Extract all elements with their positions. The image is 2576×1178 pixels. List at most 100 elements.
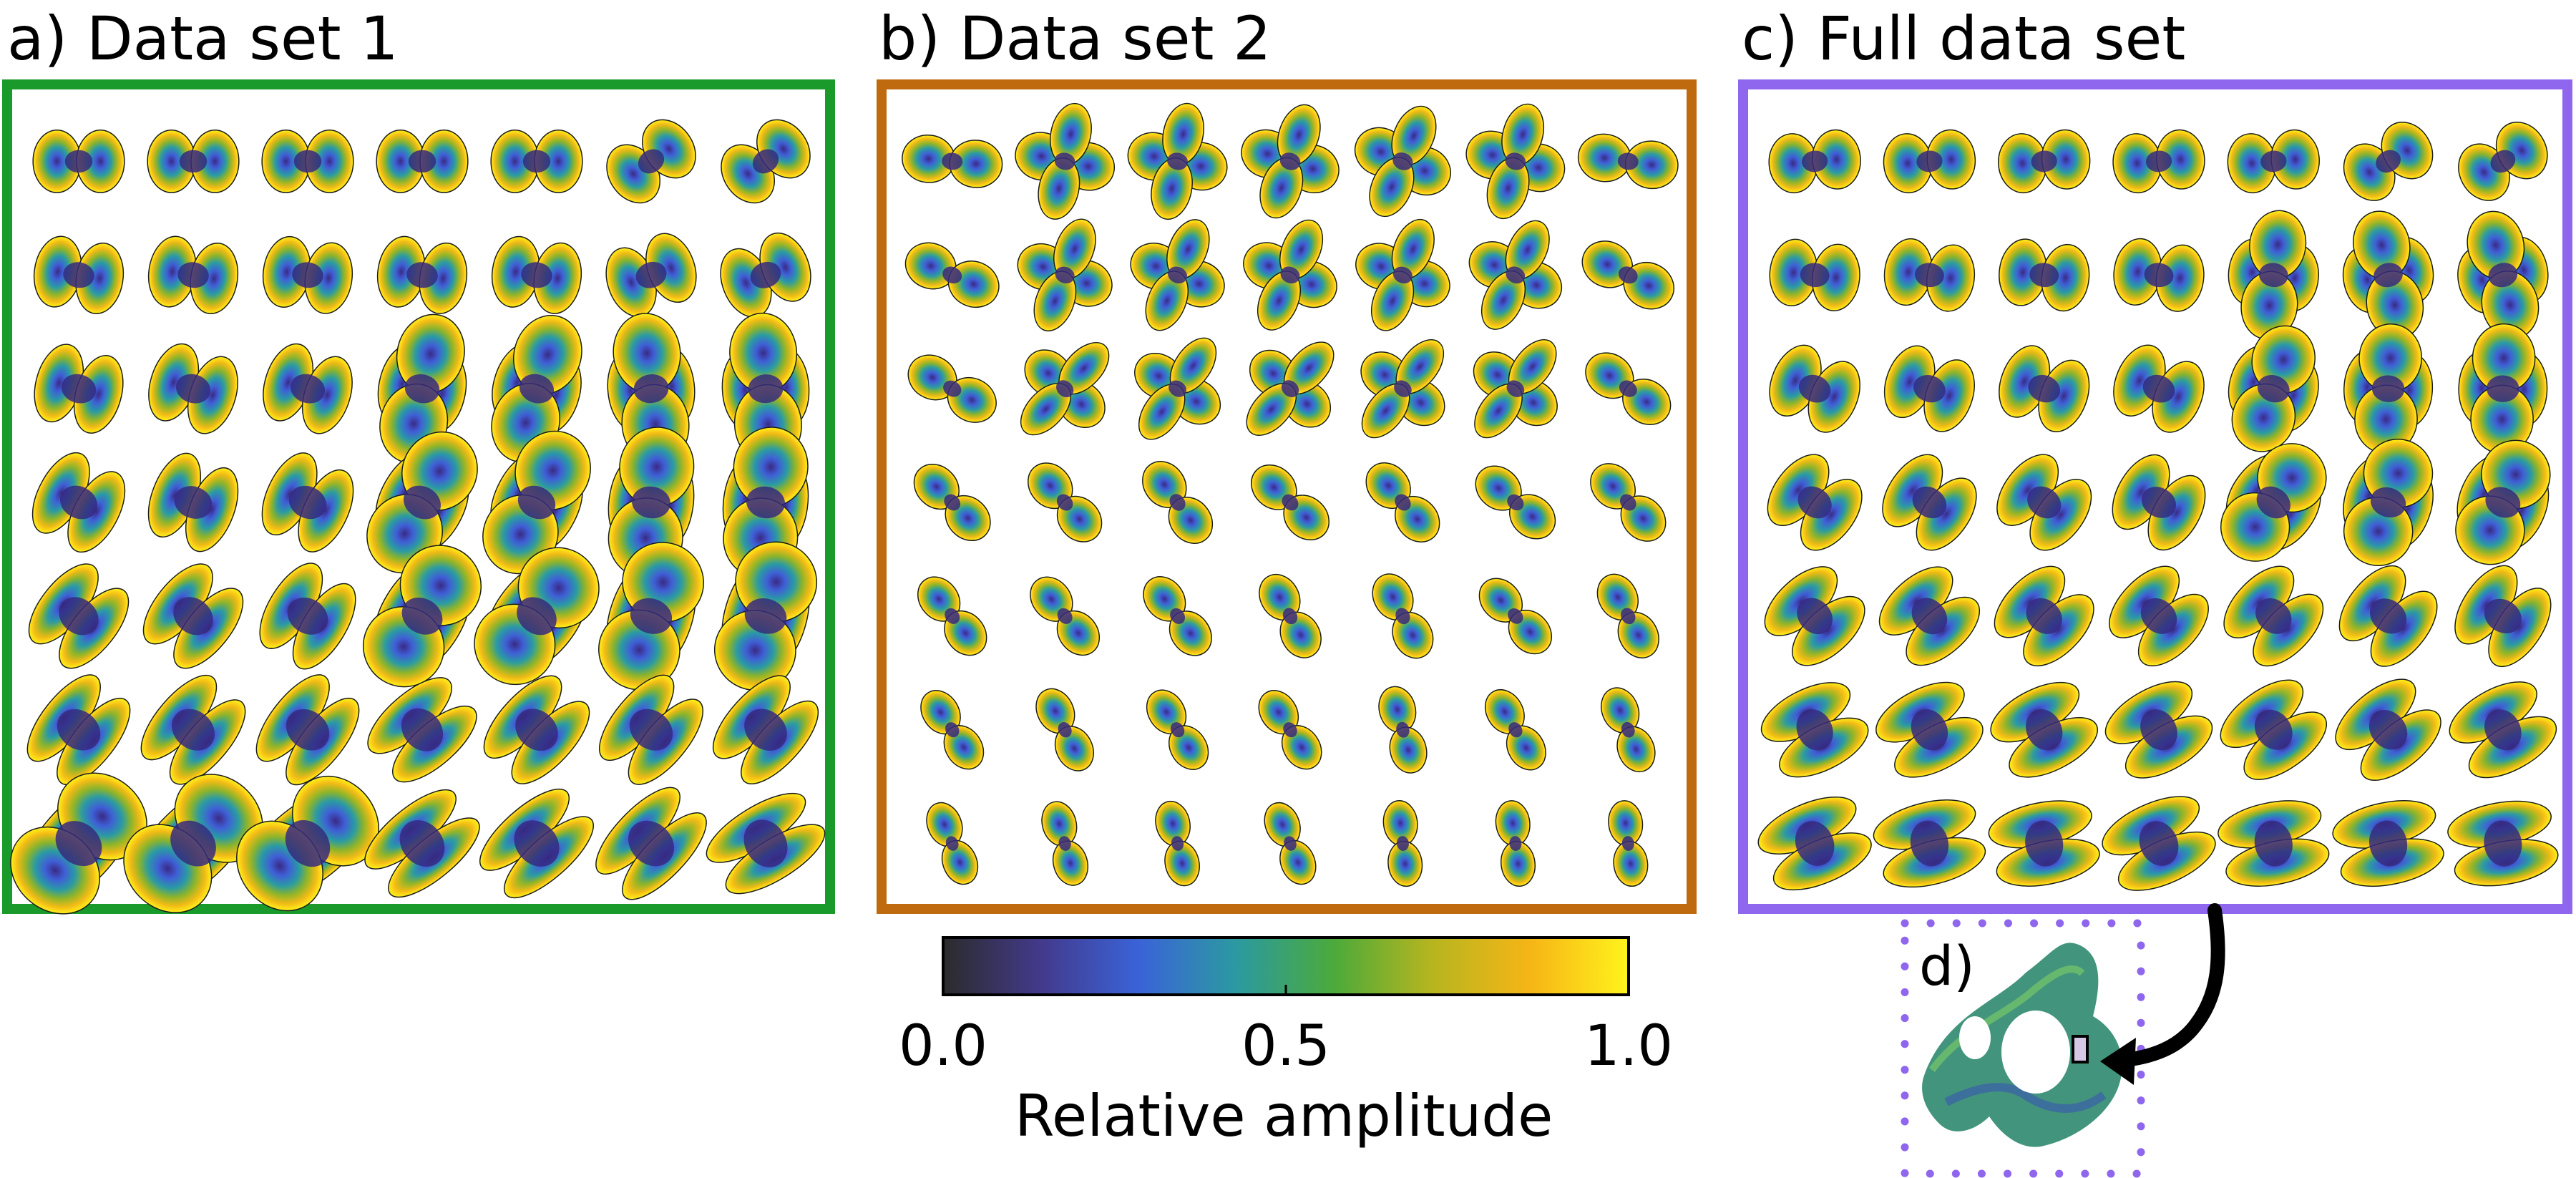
colorbar-tick-label: 0.5 [1241,1014,1330,1079]
odf-glyph [1883,345,1975,432]
odf-glyph [123,774,263,913]
odf-glyph [26,674,131,786]
odf-glyph [2228,325,2319,452]
odf-glyph [1878,566,1981,666]
odf-glyph [2343,121,2434,201]
odf-glyph [147,452,239,553]
odf-glyph [1990,681,2099,778]
odf-glyph [490,129,583,193]
odf-glyph [712,675,819,785]
odf-glyph [913,463,991,542]
odf-glyph [706,792,826,895]
odf-glyph [2447,800,2559,887]
odf-glyph [479,788,595,899]
odf-glyph [1143,576,1212,656]
odf-glyph [1146,689,1209,770]
odf-glyph [1769,238,1860,311]
colorbar-tick-label: 1.0 [1584,1014,1673,1079]
odf-glyph [376,235,468,314]
arrow-to-inset [2112,903,2225,1068]
odf-glyph [598,542,704,691]
odf-glyph [483,675,590,784]
odf-glyph [1130,219,1225,331]
odf-glyph [1998,129,2091,194]
odf-glyph [1484,689,1546,771]
panel-c-frame [1738,79,2572,914]
inset-d-label: d) [1919,934,1975,998]
odf-glyph [142,563,244,669]
odf-glyph [2113,238,2205,312]
odf-glyph [2223,565,2324,667]
colorbar-ticks: 0.0 0.5 1.0 [899,1014,1673,1079]
odf-glyph [605,233,697,318]
odf-glyph [491,235,582,314]
odf-glyph [1020,341,1110,436]
odf-glyph [1478,578,1553,655]
odf-glyph [1768,129,1861,194]
odf-glyph [1015,102,1116,220]
odf-glyph [2227,129,2320,194]
panel-c-glyphs [1757,121,2559,891]
odf-glyph [1465,103,1566,220]
odf-glyph [1382,800,1423,887]
odf-glyph [1994,565,2094,667]
odf-glyph [2102,796,2216,891]
odf-glyph [1360,339,1445,439]
odf-glyph [1767,454,1863,551]
odf-glyph [1155,800,1200,887]
odf-glyph [598,674,704,785]
odf-glyph [920,690,985,770]
odf-glyph [10,772,147,915]
odf-glyph [34,344,124,434]
panel-b-glyphs [902,102,1679,887]
odf-glyph [1259,573,1322,658]
colorbar-tick-label: 0.0 [899,1014,987,1079]
odf-glyph [147,235,239,315]
odf-glyph [721,119,811,204]
odf-glyph [1882,454,1977,551]
odf-glyph [1028,462,1103,542]
odf-glyph [259,563,356,670]
odf-glyph [2342,210,2434,340]
odf-glyph [2335,678,2441,782]
odf-glyph [1769,344,1860,433]
odf-glyph [2458,323,2548,454]
odf-glyph [1757,797,1872,891]
odf-glyph [1596,573,1659,658]
odf-glyph [1127,102,1228,220]
odf-glyph [263,343,353,434]
odf-glyph [1999,345,2090,433]
odf-glyph [1601,687,1656,773]
odf-glyph [1999,238,2090,312]
panel-b-title: b) Data set 2 [879,4,1272,74]
odf-glyph [28,563,130,669]
odf-glyph [1264,802,1317,885]
odf-glyph [1875,681,1984,778]
odf-glyph [1468,220,1563,330]
odf-glyph [2112,454,2206,551]
odf-glyph [262,235,353,314]
odf-glyph [1246,341,1335,436]
odf-glyph [2220,679,2328,780]
odf-glyph [2457,210,2549,339]
odf-glyph [33,235,125,315]
odf-glyph [1988,800,2100,887]
odf-glyph [1041,801,1088,886]
odf-glyph [147,129,240,193]
odf-glyph [236,775,379,912]
odf-glyph [364,789,480,898]
odf-glyph [606,119,696,204]
odf-glyph [1473,339,1558,439]
odf-glyph [2455,439,2551,565]
inset-highlight-box [2072,1035,2089,1063]
odf-glyph [2338,565,2438,667]
odf-glyph [907,354,997,423]
odf-glyph [1142,461,1214,544]
odf-glyph [2113,344,2205,433]
odf-glyph [1495,800,1536,887]
odf-glyph [2454,565,2552,668]
inset-d-structure [1922,943,2122,1147]
odf-glyph [713,541,818,691]
odf-glyph [1243,219,1337,331]
